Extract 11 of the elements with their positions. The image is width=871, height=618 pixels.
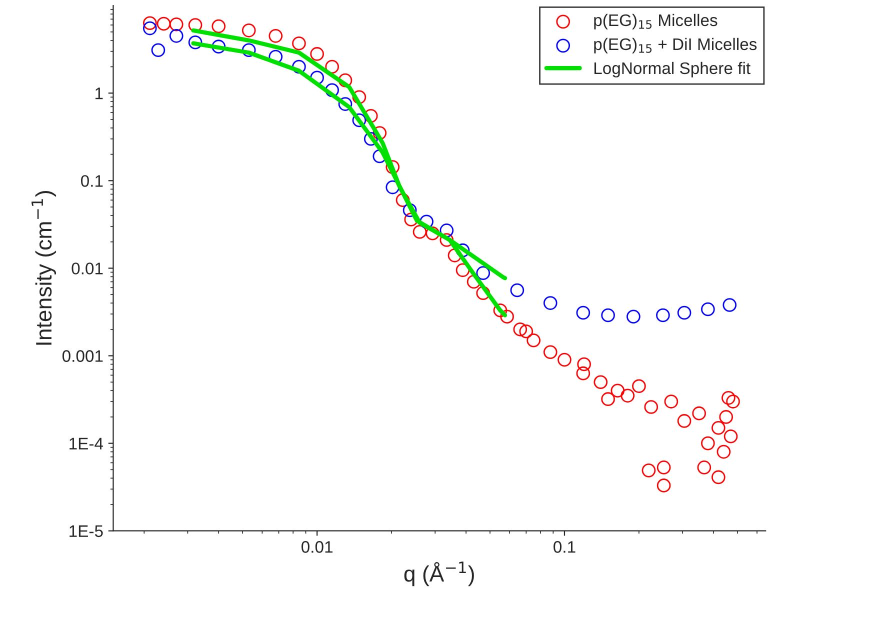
y-axis-title: Intensity (cm$^{−1}$) (32, 191, 56, 345)
y-tick-label: 1E-4 (70, 438, 104, 450)
x-axis-title: q (Å$^{−1}$) (404, 562, 474, 586)
y-tick-label: 0.1 (80, 175, 103, 187)
y-tick-label: 1 (96, 88, 103, 100)
legend-label: p(EG)$_{15}$ + DiI Micelles (594, 38, 757, 54)
y-tick-label: 0.001 (62, 350, 103, 362)
legend-label: p(EG)$_{15}$ Micelles (594, 14, 718, 30)
y-tick-label: 1E-5 (70, 525, 103, 538)
y-tick-label: 0.01 (72, 262, 103, 274)
legend-label: LogNormal Sphere fit (594, 62, 750, 78)
